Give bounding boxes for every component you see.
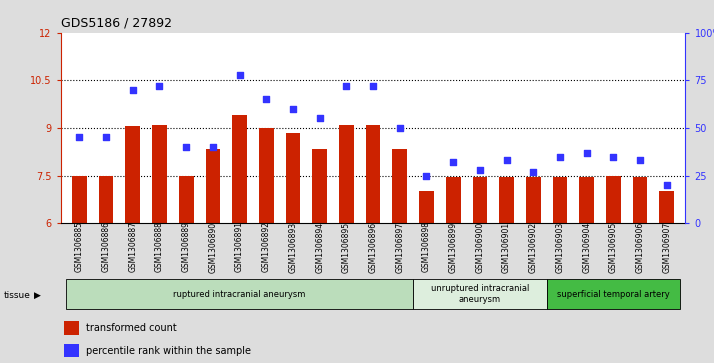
Text: GSM1306903: GSM1306903 (555, 221, 565, 273)
Text: GSM1306886: GSM1306886 (101, 221, 111, 272)
Point (661, 182, 673, 188)
Bar (473, 177, 487, 223)
Bar (64, 322, 79, 335)
Point (474, 167, 486, 173)
Text: GSM1306888: GSM1306888 (155, 221, 164, 272)
Bar (72, 176, 86, 223)
Text: GSM1306904: GSM1306904 (582, 221, 591, 273)
Point (181, 144, 192, 150)
Text: percentile rank within the sample: percentile rank within the sample (86, 346, 251, 356)
Text: GSM1306897: GSM1306897 (396, 221, 404, 273)
Bar (286, 133, 301, 223)
Bar (553, 177, 568, 223)
Bar (339, 125, 353, 223)
Point (341, 83, 352, 89)
Bar (312, 148, 327, 223)
Bar (393, 148, 407, 223)
Point (421, 173, 432, 179)
Bar (232, 115, 247, 223)
Bar (419, 192, 434, 223)
Text: GSM1306898: GSM1306898 (422, 221, 431, 272)
Point (154, 83, 165, 89)
Text: GSM1306885: GSM1306885 (75, 221, 84, 272)
Text: GSM1306902: GSM1306902 (529, 221, 538, 273)
Bar (413, 280, 547, 309)
Text: unruptured intracranial
aneurysm: unruptured intracranial aneurysm (431, 284, 529, 304)
Text: GSM1306894: GSM1306894 (315, 221, 324, 273)
Text: ▶: ▶ (34, 291, 41, 300)
Bar (547, 280, 680, 309)
Text: ruptured intracranial aneurysm: ruptured intracranial aneurysm (174, 290, 306, 298)
Text: GSM1306891: GSM1306891 (235, 221, 244, 272)
Text: GSM1306893: GSM1306893 (288, 221, 298, 273)
Bar (526, 177, 540, 223)
Text: transformed count: transformed count (86, 323, 176, 333)
Point (501, 158, 512, 163)
Point (448, 159, 459, 165)
Point (207, 144, 218, 150)
Text: GSM1306896: GSM1306896 (368, 221, 378, 273)
Text: GSM1306889: GSM1306889 (181, 221, 191, 272)
Text: GSM1306906: GSM1306906 (635, 221, 645, 273)
Point (261, 97, 272, 102)
Bar (366, 125, 381, 223)
Bar (579, 177, 594, 223)
Text: tissue: tissue (4, 291, 31, 300)
Bar (259, 128, 273, 223)
Bar (446, 177, 461, 223)
Bar (152, 125, 167, 223)
Point (314, 115, 326, 121)
Bar (660, 192, 674, 223)
Bar (606, 176, 620, 223)
Point (101, 135, 112, 140)
Text: GDS5186 / 27892: GDS5186 / 27892 (61, 16, 171, 29)
Text: GSM1306900: GSM1306900 (476, 221, 484, 273)
Bar (499, 177, 514, 223)
Bar (64, 344, 79, 357)
Bar (126, 126, 140, 223)
Bar (206, 148, 220, 223)
Bar (66, 280, 413, 309)
Text: GSM1306892: GSM1306892 (262, 221, 271, 272)
Text: GSM1306890: GSM1306890 (208, 221, 217, 273)
Point (287, 106, 298, 112)
Point (234, 72, 246, 77)
Text: GSM1306895: GSM1306895 (342, 221, 351, 273)
Point (528, 169, 539, 175)
Point (634, 158, 645, 163)
Point (608, 154, 619, 159)
Point (74, 135, 85, 140)
Bar (178, 176, 193, 223)
Point (554, 154, 565, 159)
Bar (99, 176, 114, 223)
Point (581, 150, 593, 156)
Text: GSM1306905: GSM1306905 (609, 221, 618, 273)
Bar (633, 177, 648, 223)
Point (367, 83, 378, 89)
Text: GSM1306899: GSM1306899 (448, 221, 458, 273)
Point (394, 125, 406, 131)
Text: GSM1306887: GSM1306887 (129, 221, 137, 272)
Text: GSM1306901: GSM1306901 (502, 221, 511, 273)
Text: GSM1306907: GSM1306907 (663, 221, 671, 273)
Text: superficial temporal artery: superficial temporal artery (557, 290, 670, 298)
Point (127, 87, 139, 93)
